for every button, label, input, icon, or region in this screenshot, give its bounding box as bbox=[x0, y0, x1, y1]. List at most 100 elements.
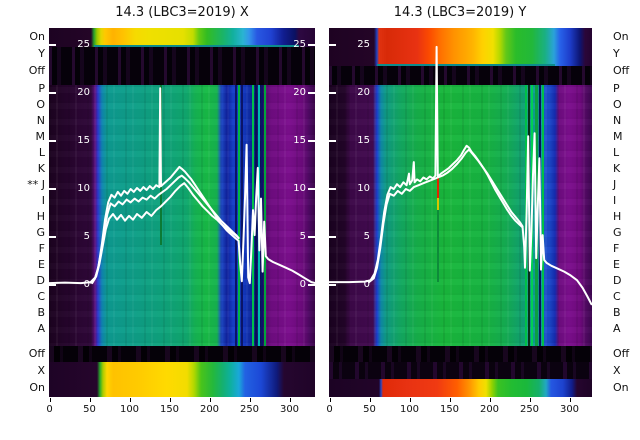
row-label-right-6: M bbox=[613, 130, 623, 143]
row-label-left-19: Off bbox=[28, 347, 45, 360]
y-tick-mark bbox=[49, 284, 56, 286]
row-label-left-3: P bbox=[38, 82, 45, 95]
x-tick-label: 200 bbox=[479, 404, 500, 415]
anomaly-column-8 bbox=[264, 85, 266, 346]
anomaly-column-2 bbox=[437, 210, 439, 282]
row-label-left-0: On bbox=[29, 30, 45, 43]
row-label-right-8: K bbox=[613, 162, 621, 175]
row-label-right-18: A bbox=[613, 322, 621, 335]
y-tick-label-right: 20 bbox=[293, 87, 306, 98]
x-tick-mark bbox=[89, 398, 91, 402]
x-tick-label: 50 bbox=[363, 404, 376, 415]
x-tick-mark bbox=[49, 398, 51, 402]
profile-strand-1 bbox=[49, 87, 315, 285]
profile-strand-3 bbox=[91, 182, 240, 285]
anomaly-column-2 bbox=[238, 85, 240, 346]
anomaly-column-1 bbox=[437, 198, 439, 210]
band-off-bottom bbox=[49, 346, 315, 362]
band-underline bbox=[94, 45, 299, 47]
y-tick-mark-right bbox=[308, 284, 315, 286]
y-tick-mark-right bbox=[308, 188, 315, 190]
x-tick-label: 250 bbox=[519, 404, 540, 415]
band-underline bbox=[377, 64, 555, 66]
band-off-bottom bbox=[329, 346, 592, 362]
row-label-right-14: E bbox=[613, 258, 620, 271]
x-tick-label: 150 bbox=[439, 404, 460, 415]
y-tick-mark bbox=[329, 284, 336, 286]
row-label-left-2: Off bbox=[28, 64, 45, 77]
y-tick-label: 0 bbox=[83, 279, 90, 290]
row-label-right-20: X bbox=[613, 364, 621, 377]
y-tick-label: 0 bbox=[363, 279, 370, 290]
row-label-right-13: F bbox=[613, 242, 620, 255]
row-label-left-13: F bbox=[38, 242, 45, 255]
band-off-top bbox=[329, 66, 592, 85]
row-label-left-5: N bbox=[36, 114, 45, 127]
x-tick-mark bbox=[209, 398, 211, 402]
x-tick-mark bbox=[569, 398, 571, 402]
x-tick-label: 100 bbox=[399, 404, 420, 415]
y-tick-label: 15 bbox=[77, 135, 90, 146]
profile-strand-1 bbox=[329, 45, 592, 306]
row-label-right-5: N bbox=[613, 114, 622, 127]
row-label-right-21: On bbox=[613, 381, 629, 394]
profile-curves-y bbox=[329, 45, 592, 306]
y-tick-mark bbox=[49, 92, 56, 94]
x-tick-label: 0 bbox=[326, 404, 333, 415]
x-tick-label: 50 bbox=[83, 404, 96, 415]
y-tick-mark bbox=[329, 188, 336, 190]
y-tick-label-right: 5 bbox=[299, 231, 306, 242]
x-tick-label: 100 bbox=[119, 404, 140, 415]
band-on-bottom bbox=[329, 379, 592, 397]
row-label-right-1: Y bbox=[613, 47, 620, 60]
band-x-on-bottom bbox=[49, 362, 315, 397]
row-label-left-14: E bbox=[38, 258, 45, 271]
y-tick-label: 20 bbox=[357, 87, 370, 98]
profile-curves-x bbox=[49, 87, 315, 285]
x-tick-mark bbox=[409, 398, 411, 402]
y-tick-label: 5 bbox=[363, 231, 370, 242]
band-main bbox=[49, 85, 315, 346]
y-tick-label: 10 bbox=[357, 183, 370, 194]
y-tick-mark-right bbox=[308, 92, 315, 94]
x-tick-mark bbox=[369, 398, 371, 402]
row-label-left-16: C bbox=[37, 290, 45, 303]
y-tick-label-right: 0 bbox=[299, 279, 306, 290]
y-tick-mark-right bbox=[308, 44, 315, 46]
heatmap-panel-x: 25 25 20 20 15 15 10 10 5 5 0 0 bbox=[49, 28, 315, 397]
x-tick-mark bbox=[169, 398, 171, 402]
y-tick-label-right: 15 bbox=[293, 135, 306, 146]
y-tick-mark bbox=[49, 44, 56, 46]
anomaly-column-3 bbox=[241, 85, 243, 346]
y-tick-label-right: 25 bbox=[293, 39, 306, 50]
row-label-left-15: D bbox=[36, 274, 45, 287]
row-label-right-3: P bbox=[613, 82, 620, 95]
x-tick-label: 0 bbox=[46, 404, 53, 415]
y-tick-label: 10 bbox=[77, 183, 90, 194]
x-tick-label: 150 bbox=[159, 404, 180, 415]
row-label-right-7: L bbox=[613, 146, 620, 159]
y-tick-mark bbox=[329, 140, 336, 142]
row-label-left-10: I bbox=[41, 194, 45, 207]
row-label-left-18: A bbox=[37, 322, 45, 335]
row-label-right-0: On bbox=[613, 30, 629, 43]
x-tick-mark bbox=[329, 398, 331, 402]
row-label-right-17: B bbox=[613, 306, 621, 319]
row-label-left-21: On bbox=[29, 381, 45, 394]
band-on-top bbox=[49, 28, 315, 47]
row-label-left-6: M bbox=[35, 130, 46, 143]
x-tick-mark bbox=[489, 398, 491, 402]
anomaly-column-0 bbox=[437, 176, 439, 198]
row-label-right-12: G bbox=[613, 226, 622, 239]
row-label-right-4: O bbox=[613, 98, 622, 111]
y-tick-mark bbox=[329, 92, 336, 94]
y-tick-mark-right bbox=[308, 140, 315, 142]
y-tick-label: 5 bbox=[83, 231, 90, 242]
row-label-right-2: Off bbox=[613, 64, 630, 77]
x-tick-label: 300 bbox=[559, 404, 580, 415]
row-label-right-11: H bbox=[613, 210, 622, 223]
row-label-left-11: H bbox=[36, 210, 45, 223]
x-tick-mark bbox=[129, 398, 131, 402]
row-label-left-12: G bbox=[36, 226, 45, 239]
